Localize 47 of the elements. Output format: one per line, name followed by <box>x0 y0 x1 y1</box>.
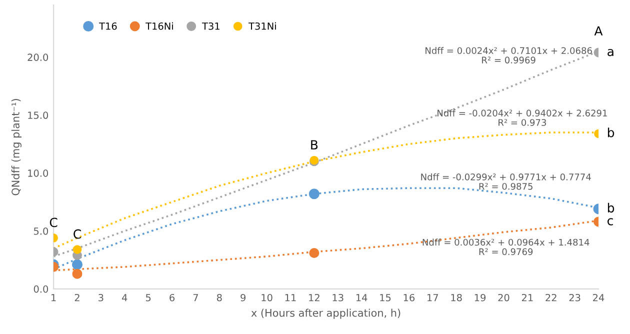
legend-label: T31 <box>202 22 220 30</box>
x-tick-label: 18 <box>451 294 462 302</box>
annotation: A <box>594 26 603 36</box>
x-tick-label: 12 <box>309 294 320 302</box>
x-tick-label: 5 <box>146 294 151 302</box>
x-tick-label: 10 <box>262 294 272 302</box>
data-label: b <box>608 128 614 138</box>
data-label: a <box>608 48 614 56</box>
x-tick-label: 16 <box>404 294 415 302</box>
x-tick-label: 17 <box>428 294 438 302</box>
x-tick-label: 13 <box>332 294 344 302</box>
x-tick-label: 22 <box>546 294 556 302</box>
x-tick-label: 14 <box>356 294 368 302</box>
data-label: b <box>608 202 614 213</box>
y-tick-label: 0.0 <box>34 285 48 293</box>
annotation: Ndff = 0.0024x² + 0.7101x + 2.0686 R² = 0.9969 <box>426 47 592 64</box>
x-tick-label: 11 <box>285 294 296 302</box>
legend-label: T16Ni <box>146 22 173 30</box>
legend-label: T31Ni <box>248 22 276 30</box>
data-label: C <box>74 229 81 239</box>
x-tick-label: 8 <box>216 294 222 302</box>
x-tick-label: 20 <box>498 294 510 302</box>
x-tick-label: 21 <box>522 294 533 302</box>
x-tick-label: 19 <box>474 294 486 302</box>
x-tick-label: 6 <box>170 294 174 302</box>
data-label: C <box>50 218 58 228</box>
x-tick-label: 15 <box>380 294 391 302</box>
x-tick-label: 4 <box>122 294 128 302</box>
x-tick-label: 7 <box>193 294 198 302</box>
annotation: Ndff = -0.0299x² + 0.9771x + 0.7774 R² = 0.9875 <box>421 173 591 190</box>
x-tick-label: 24 <box>593 294 604 302</box>
y-tick-label: 5.0 <box>34 227 48 235</box>
x-tick-label: 2 <box>74 294 80 302</box>
y-tick-label: 10.0 <box>28 170 48 177</box>
x-tick-label: 23 <box>569 294 580 302</box>
y-tick-label: 20.0 <box>28 54 48 61</box>
x-tick-label: 1 <box>52 294 56 302</box>
x-tick-label: 3 <box>98 294 104 302</box>
y-tick-label: 15.0 <box>28 112 48 119</box>
x-axis-title: x (Hours after application, h) <box>251 308 400 319</box>
data-label: B <box>311 140 318 150</box>
data-label: c <box>608 218 613 226</box>
y-axis-title: QNdff (mg plant⁻¹) <box>11 99 22 196</box>
annotation: Ndff = -0.0204x² + 0.9402x + 2.6291 R² = 0.973 <box>438 109 607 126</box>
legend-label: T16 <box>99 22 117 30</box>
x-tick-label: 9 <box>240 294 246 302</box>
annotation: Ndff = 0.0036x² + 0.0964x + 1.4814 R² = 0.9769 <box>422 238 590 256</box>
